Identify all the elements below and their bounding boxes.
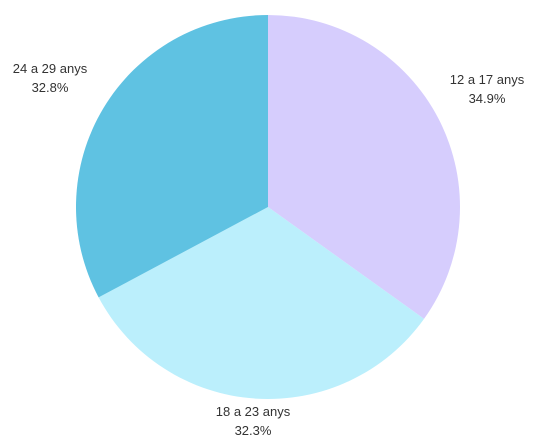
slice-value-label: 34.9% <box>469 91 506 106</box>
slice-value-label: 32.8% <box>32 80 69 95</box>
pie-slices <box>75 15 461 399</box>
pie-slice[interactable] <box>98 207 425 399</box>
pie-slice[interactable] <box>268 15 461 319</box>
slice-value-label: 32.3% <box>235 423 272 438</box>
slice-label: 12 a 17 anys <box>450 72 525 87</box>
slice-label: 18 a 23 anys <box>216 404 291 419</box>
pie-labels: 12 a 17 anys 34.9% 18 a 23 anys 32.3% 24 a 2… <box>13 61 525 438</box>
pie-slice[interactable] <box>75 15 268 298</box>
slice-label: 24 a 29 anys <box>13 61 88 76</box>
